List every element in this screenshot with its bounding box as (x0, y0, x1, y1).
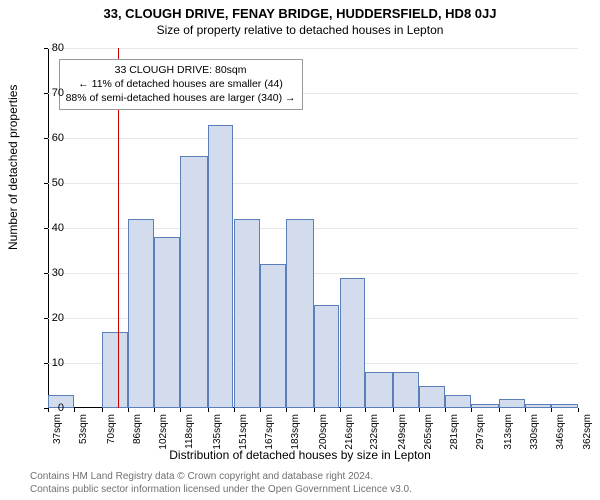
grid-line (48, 183, 578, 184)
annotation-line: ← 11% of detached houses are smaller (44… (66, 77, 296, 91)
histogram-bar (471, 404, 499, 409)
x-tick-label: 232sqm (369, 414, 380, 460)
grid-line (48, 48, 578, 49)
annotation-box: 33 CLOUGH DRIVE: 80sqm← 11% of detached … (59, 59, 303, 110)
x-tick-mark (578, 408, 579, 412)
histogram-bar (340, 278, 366, 409)
x-tick-label: 118sqm (184, 414, 195, 460)
grid-line (48, 138, 578, 139)
y-tick-mark (44, 318, 48, 319)
x-tick-mark (208, 408, 209, 412)
plot-area: 33 CLOUGH DRIVE: 80sqm← 11% of detached … (48, 48, 578, 408)
histogram-bar (208, 125, 234, 409)
chart-subtitle: Size of property relative to detached ho… (0, 21, 600, 37)
histogram-bar (551, 404, 578, 409)
x-tick-mark (102, 408, 103, 412)
x-tick-mark (393, 408, 394, 412)
x-tick-label: 183sqm (290, 414, 301, 460)
chart-title: 33, CLOUGH DRIVE, FENAY BRIDGE, HUDDERSF… (0, 0, 600, 21)
y-tick-label: 50 (52, 177, 64, 189)
x-tick-label: 281sqm (449, 414, 460, 460)
y-tick-mark (44, 93, 48, 94)
y-tick-mark (44, 228, 48, 229)
histogram-bar (525, 404, 551, 409)
annotation-line: 88% of semi-detached houses are larger (… (66, 91, 296, 105)
x-tick-label: 70sqm (106, 414, 117, 460)
x-tick-mark (471, 408, 472, 412)
x-tick-label: 86sqm (132, 414, 143, 460)
footer-line1: Contains HM Land Registry data © Crown c… (30, 470, 412, 483)
histogram-bar (286, 219, 314, 408)
x-tick-mark (314, 408, 315, 412)
x-tick-label: 167sqm (264, 414, 275, 460)
y-tick-label: 0 (58, 402, 64, 414)
histogram-bar (234, 219, 261, 408)
y-tick-mark (44, 48, 48, 49)
x-tick-mark (525, 408, 526, 412)
footer-line2: Contains public sector information licen… (30, 483, 412, 496)
x-tick-label: 200sqm (318, 414, 329, 460)
y-tick-label: 20 (52, 312, 64, 324)
y-tick-mark (44, 138, 48, 139)
histogram-bar (314, 305, 340, 409)
x-tick-mark (260, 408, 261, 412)
y-tick-mark (44, 273, 48, 274)
histogram-bar (128, 219, 154, 408)
histogram-bar (260, 264, 286, 408)
x-tick-mark (499, 408, 500, 412)
x-tick-mark (48, 408, 49, 412)
y-tick-label: 30 (52, 267, 64, 279)
annotation-line: 33 CLOUGH DRIVE: 80sqm (66, 63, 296, 77)
y-tick-label: 70 (52, 87, 64, 99)
x-tick-label: 265sqm (423, 414, 434, 460)
y-tick-mark (44, 363, 48, 364)
y-axis-label: Number of detached properties (6, 85, 20, 250)
x-tick-mark (286, 408, 287, 412)
y-tick-label: 80 (52, 42, 64, 54)
histogram-bar (365, 372, 393, 408)
x-tick-label: 216sqm (344, 414, 355, 460)
x-tick-label: 313sqm (503, 414, 514, 460)
x-tick-mark (365, 408, 366, 412)
y-tick-mark (44, 183, 48, 184)
x-tick-mark (180, 408, 181, 412)
histogram-bar (393, 372, 419, 408)
x-tick-label: 102sqm (158, 414, 169, 460)
histogram-bar (180, 156, 208, 408)
x-tick-mark (74, 408, 75, 412)
histogram-bar (154, 237, 180, 408)
histogram-bar (419, 386, 445, 409)
x-tick-label: 330sqm (529, 414, 540, 460)
x-tick-mark (551, 408, 552, 412)
x-tick-label: 346sqm (555, 414, 566, 460)
x-tick-label: 297sqm (475, 414, 486, 460)
y-tick-label: 40 (52, 222, 64, 234)
x-tick-mark (340, 408, 341, 412)
footer-attribution: Contains HM Land Registry data © Crown c… (30, 470, 412, 496)
x-tick-label: 249sqm (397, 414, 408, 460)
x-tick-label: 53sqm (78, 414, 89, 460)
x-tick-label: 362sqm (582, 414, 593, 460)
y-tick-label: 10 (52, 357, 64, 369)
histogram-bar (102, 332, 129, 409)
x-tick-label: 135sqm (212, 414, 223, 460)
x-tick-label: 151sqm (238, 414, 249, 460)
x-tick-mark (128, 408, 129, 412)
y-tick-label: 60 (52, 132, 64, 144)
histogram-bar (499, 399, 525, 408)
chart-container: 33, CLOUGH DRIVE, FENAY BRIDGE, HUDDERSF… (0, 0, 600, 500)
x-tick-mark (419, 408, 420, 412)
x-tick-mark (234, 408, 235, 412)
histogram-bar (445, 395, 472, 409)
x-tick-mark (445, 408, 446, 412)
x-tick-label: 37sqm (52, 414, 63, 460)
x-tick-mark (154, 408, 155, 412)
